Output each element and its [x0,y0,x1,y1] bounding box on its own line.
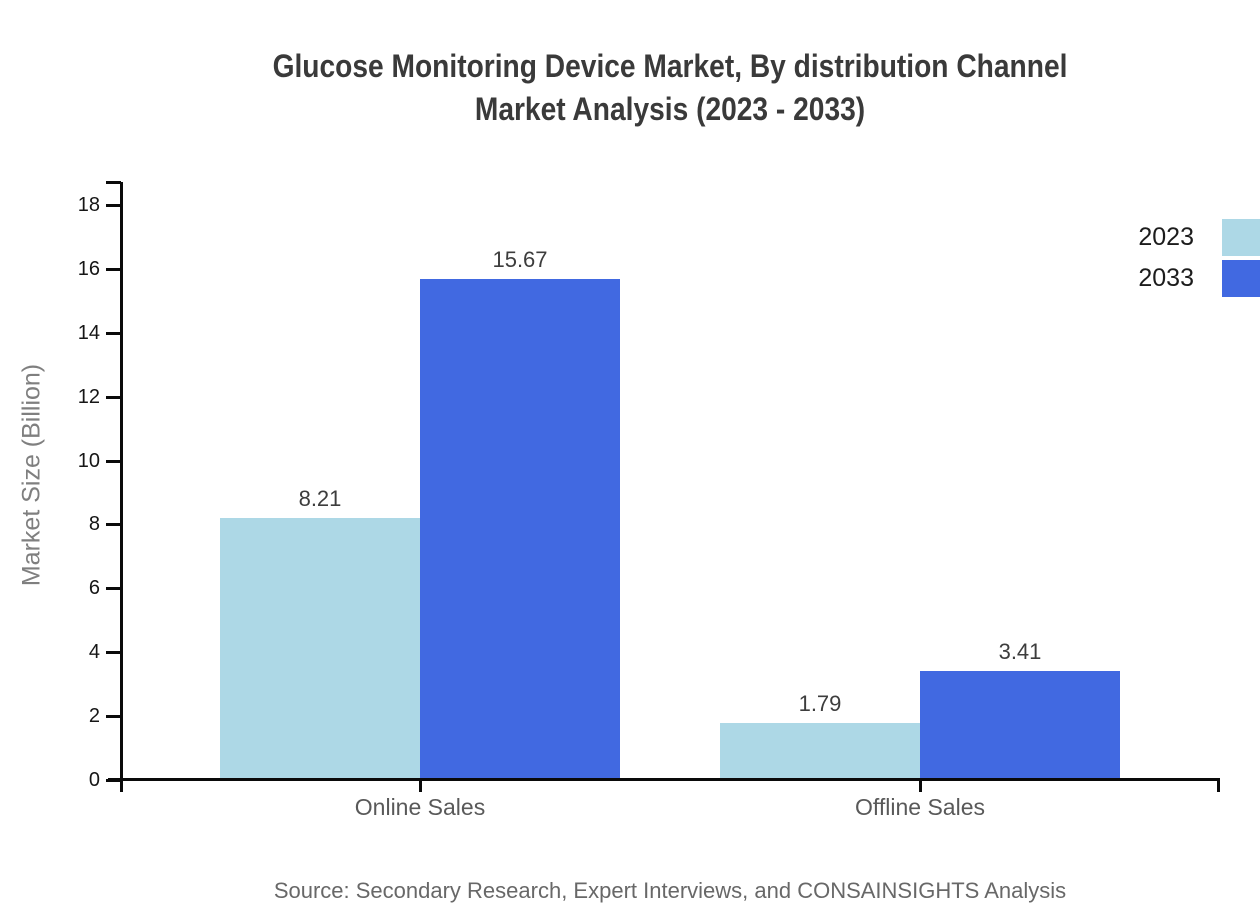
y-axis-end-cap-tick [106,181,121,184]
x-category-label: Online Sales [354,794,486,820]
y-axis-tick [106,587,121,590]
y-tick-label: 2 [88,705,100,727]
legend-item-2033: 2033 [1138,260,1260,297]
y-axis-tick [106,460,121,463]
legend-label: 2033 [1138,264,1194,292]
y-axis-tick [106,779,121,782]
legend-label: 2023 [1138,223,1194,251]
y-tick-label: 8 [88,513,100,535]
legend-item-2023: 2023 [1138,219,1260,256]
x-axis-end-tick [1217,778,1220,792]
bar-2033-online-sales [420,279,620,778]
x-axis-line [108,778,1220,781]
chart-title-line-1: Glucose Monitoring Device Market, By dis… [272,48,1068,84]
y-tick-label: 0 [88,769,100,791]
y-tick-label: 10 [77,450,100,472]
source-attribution: Source: Secondary Research, Expert Inter… [273,878,1067,903]
bar-2033-offline-sales [920,671,1120,778]
y-tick-label: 6 [88,577,100,599]
bar-value-label: 3.41 [998,639,1042,664]
y-axis-tick [106,396,121,399]
y-tick-label: 14 [77,322,100,344]
x-axis-category-tick [919,778,922,792]
y-axis-tick [106,651,121,654]
legend-swatch-2023 [1222,219,1260,256]
y-tick-label: 4 [88,641,100,663]
bar-value-label: 1.79 [798,691,842,716]
y-axis-tick [106,523,121,526]
bar-2023-offline-sales [720,723,920,778]
y-axis-tick [106,268,121,271]
chart-title-line-2: Market Analysis (2023 - 2033) [474,91,866,127]
y-tick-label: 16 [77,258,100,280]
legend-swatch-2033 [1222,260,1260,297]
y-axis-line [120,182,123,792]
y-axis-tick [106,715,121,718]
y-tick-label: 18 [77,194,100,216]
y-tick-label: 12 [77,386,100,408]
x-category-label: Offline Sales [855,794,985,820]
y-axis-tick [106,332,121,335]
legend: 2023 2033 [1138,219,1260,301]
bar-2023-online-sales [220,518,420,778]
bar-value-label: 8.21 [298,486,342,511]
bar-value-label: 15.67 [492,247,548,272]
x-axis-category-tick [419,778,422,792]
y-axis-tick [106,204,121,207]
